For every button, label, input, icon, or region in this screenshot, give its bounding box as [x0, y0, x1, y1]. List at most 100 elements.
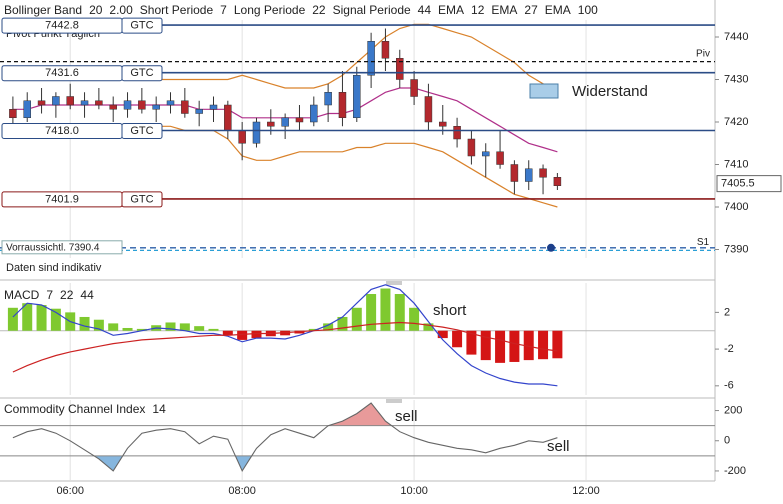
candle-body: [109, 104, 117, 110]
order-tag-box[interactable]: [121, 65, 163, 82]
annotation: Widerstand: [572, 83, 648, 100]
legend-item: 7: [220, 3, 227, 17]
legend-item: 44: [418, 3, 432, 17]
projection-label: Vorraussichtl. 7390.4: [6, 242, 100, 253]
histogram-bar: [22, 303, 33, 331]
histogram-bar: [523, 330, 534, 361]
histogram-bar: [79, 316, 90, 331]
histogram-bar: [509, 330, 520, 362]
histogram-bar: [452, 330, 463, 348]
x-tick-label: 06:00: [56, 485, 84, 497]
candle-body: [195, 109, 203, 114]
candle-body: [23, 100, 31, 118]
candle-body: [80, 100, 89, 106]
candle-body: [453, 126, 461, 140]
candle-body: [324, 92, 332, 106]
order-tag: GTC: [130, 67, 153, 79]
x-tick-label: 12:00: [572, 485, 600, 497]
histogram-bar: [466, 330, 477, 355]
candle-body: [338, 92, 347, 118]
histogram-bar: [194, 326, 205, 331]
candle-body: [37, 100, 46, 106]
candle-body: [238, 130, 246, 144]
legend-item: 14: [152, 402, 166, 416]
histogram-bar: [165, 322, 176, 331]
legend-item: Commodity Channel Index: [4, 402, 145, 416]
candle-body: [439, 121, 447, 127]
order-tag-box[interactable]: [121, 123, 163, 139]
histogram-bar: [552, 330, 563, 359]
panel-grip[interactable]: [386, 281, 402, 285]
order-tag-box[interactable]: [121, 191, 163, 208]
y-tick-label: -200: [724, 465, 746, 477]
y-tick-label: 7410: [724, 158, 748, 170]
candle-body: [267, 121, 275, 127]
legend-item: Bollinger Band: [4, 3, 82, 17]
legend-item: 44: [80, 288, 94, 302]
candle-body: [381, 41, 390, 59]
candle-body: [424, 96, 433, 123]
histogram-bar: [423, 323, 434, 331]
histogram-bar: [437, 330, 448, 339]
y-tick-label: 7440: [724, 31, 748, 43]
histogram-bar: [208, 328, 219, 331]
legend-item: 2.00: [109, 3, 133, 17]
histogram-bar: [409, 307, 420, 331]
candle-body: [467, 138, 476, 157]
order-tag: GTC: [130, 20, 153, 32]
candle-body: [166, 100, 175, 106]
candle-body: [123, 100, 132, 110]
histogram-bar: [222, 330, 233, 336]
y-tick-label: 0: [724, 435, 730, 447]
histogram-bar: [323, 323, 334, 331]
oversold-area: [94, 455, 252, 471]
pivot-label: S1: [697, 237, 710, 248]
histogram-bar: [7, 307, 18, 331]
histogram-bar: [495, 330, 506, 363]
candle-body: [95, 100, 103, 106]
legend-item: 100: [578, 3, 598, 17]
projection-dot: [547, 243, 555, 252]
order-tag-box[interactable]: [121, 17, 163, 34]
candle-body: [410, 79, 418, 97]
histogram-bar: [394, 294, 405, 331]
histogram-bar: [179, 323, 190, 331]
resistance-box: [529, 83, 559, 99]
legend-item: 12: [471, 3, 485, 17]
y-tick-label: 7430: [724, 73, 748, 85]
note: Daten sind indikativ: [6, 262, 102, 274]
legend-item: EMA: [545, 3, 571, 17]
macd-line: [12, 284, 558, 387]
candle-body: [281, 117, 289, 127]
order-label: 7418.0: [45, 125, 79, 137]
legend-item: 22: [312, 3, 326, 17]
legend-item: 27: [524, 3, 538, 17]
candle-body: [181, 100, 189, 114]
x-tick-label: 08:00: [228, 485, 256, 497]
candle-body: [367, 41, 375, 76]
order-label: 7401.9: [45, 193, 79, 205]
panel-grip[interactable]: [386, 399, 402, 403]
candle-body: [396, 58, 404, 80]
order-label: 7431.6: [45, 67, 79, 79]
histogram-bar: [251, 330, 262, 339]
histogram-bar: [538, 330, 549, 360]
histogram-bar: [351, 307, 362, 331]
projection-box: [1, 240, 123, 255]
last-price-label: 7405.5: [721, 178, 755, 190]
y-tick-label: 200: [724, 404, 742, 416]
candle-body: [524, 168, 533, 182]
candle-body: [295, 117, 304, 123]
candle-body: [138, 100, 146, 110]
candle-body: [539, 168, 547, 178]
annotation: sell: [395, 408, 418, 425]
x-tick-label: 10:00: [400, 485, 428, 497]
histogram-bar: [136, 328, 147, 331]
y-tick-label: 7390: [724, 243, 748, 255]
histogram-bar: [366, 294, 377, 331]
candle-body: [252, 121, 261, 144]
candle-body: [353, 75, 361, 118]
candle-body: [496, 151, 504, 165]
order-tag: GTC: [130, 193, 153, 205]
